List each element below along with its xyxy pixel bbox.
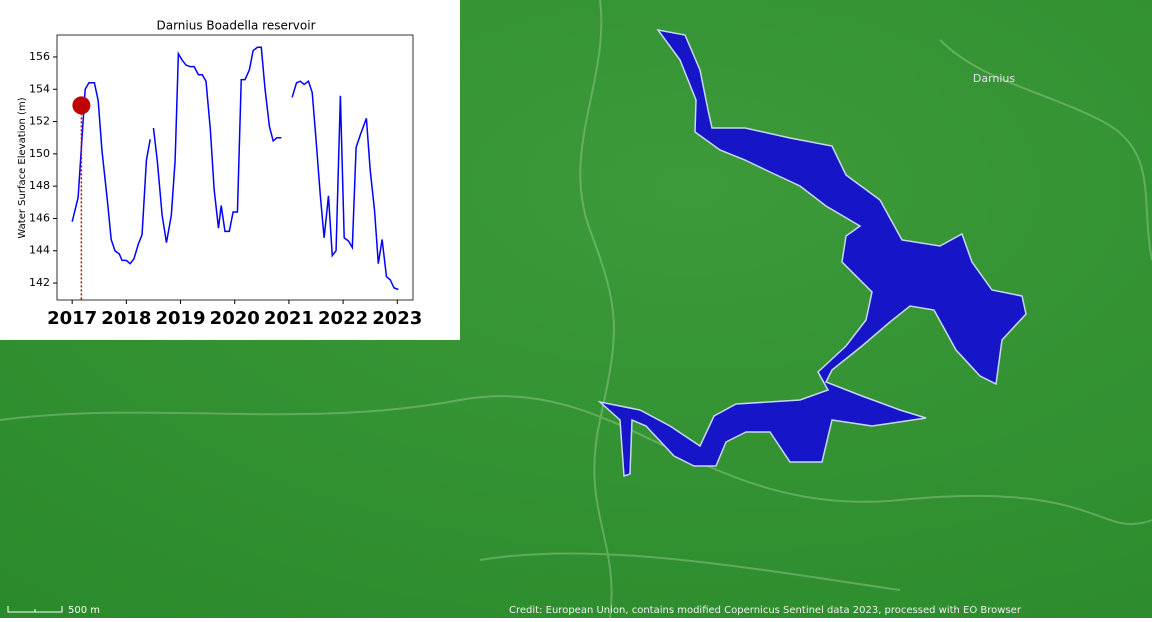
x-tick-label: 2020 bbox=[210, 308, 260, 329]
reservoir bbox=[597, 28, 1027, 478]
scale-label: 500 m bbox=[68, 605, 100, 616]
y-tick-label: 154 bbox=[29, 82, 50, 95]
y-tick-label: 146 bbox=[29, 211, 50, 224]
marker-point bbox=[72, 96, 91, 115]
y-axis-label: Water Surface Elevation (m) bbox=[17, 97, 28, 238]
y-tick-label: 142 bbox=[29, 276, 50, 289]
x-tick-label: 2022 bbox=[318, 308, 368, 329]
y-tick-label: 152 bbox=[29, 115, 50, 128]
x-tick-label: 2019 bbox=[155, 308, 205, 329]
x-tick-label: 2023 bbox=[372, 308, 422, 329]
x-tick-label: 2017 bbox=[47, 308, 97, 329]
credit: Credit: European Union, contains modifie… bbox=[509, 605, 1022, 616]
scale-bar bbox=[7, 606, 63, 613]
y-tick-label: 156 bbox=[29, 50, 50, 63]
chart-panel bbox=[0, 0, 460, 340]
x-tick-label: 2021 bbox=[264, 308, 314, 329]
x-tick-label: 2018 bbox=[101, 308, 151, 329]
y-tick-label: 150 bbox=[29, 147, 50, 160]
y-tick-label: 148 bbox=[29, 179, 50, 192]
place-label: Darnius bbox=[973, 72, 1016, 85]
y-tick-label: 144 bbox=[29, 244, 50, 257]
chart-title: Darnius Boadella reservoir bbox=[156, 19, 315, 33]
data-line bbox=[71, 46, 399, 291]
